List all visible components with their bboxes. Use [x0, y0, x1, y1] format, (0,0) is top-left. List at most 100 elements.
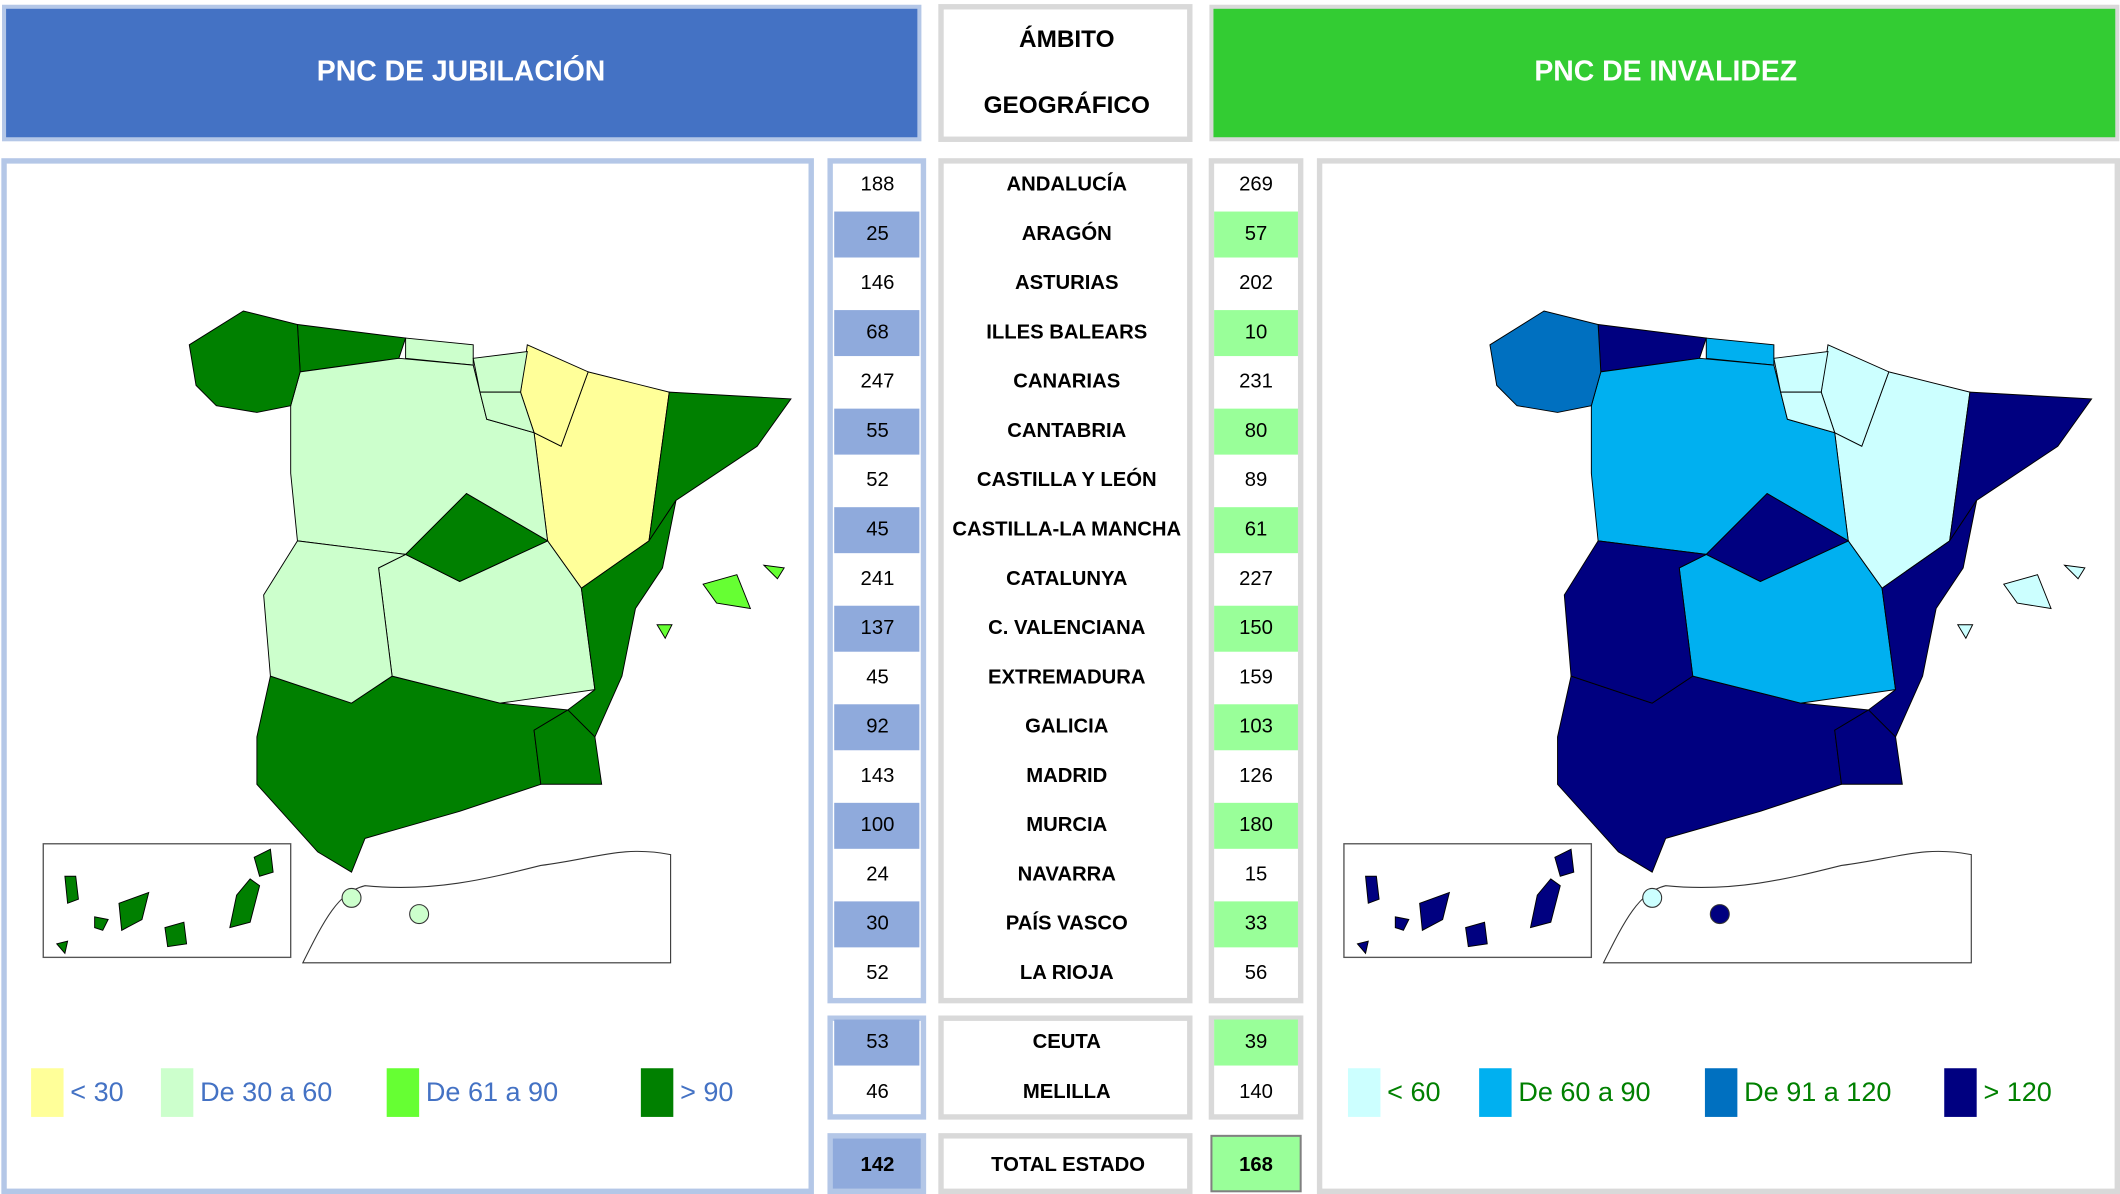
inv-value: 57 — [1245, 223, 1268, 245]
jub-value: 53 — [866, 1031, 889, 1053]
region-name: PAÍS VASCO — [1006, 912, 1128, 935]
name-column — [938, 158, 1193, 1004]
region-name: CATALUNYA — [1006, 568, 1128, 590]
region-name: CASTILLA-LA MANCHA — [952, 519, 1181, 541]
cell-fill — [834, 211, 920, 258]
inv-value: 56 — [1245, 962, 1268, 984]
region-shape — [263, 540, 408, 704]
total-name: TOTAL ESTADO — [991, 1154, 1145, 1176]
total-cell — [938, 1133, 1193, 1194]
jub-value: 30 — [866, 913, 889, 935]
total-value: 168 — [1239, 1154, 1273, 1176]
region-shape — [404, 492, 549, 582]
cell-fill — [834, 802, 920, 849]
inv-value: 10 — [1245, 321, 1268, 343]
region-shape — [1834, 709, 1903, 785]
right-title: PNC DE INVALIDEZ — [1534, 56, 1797, 88]
jub-value: 92 — [866, 716, 889, 738]
cell-fill — [1214, 507, 1298, 554]
region-shape — [229, 878, 261, 929]
jub-value: 45 — [866, 666, 889, 688]
region-shape — [409, 904, 430, 925]
region-shape — [164, 921, 188, 948]
legend-swatch — [640, 1068, 674, 1117]
region-shape — [2063, 564, 2086, 580]
inv-value: 126 — [1239, 765, 1273, 787]
region-shape — [1773, 351, 1829, 393]
region-shape — [1956, 624, 1974, 640]
middle-header — [938, 4, 1193, 142]
region-shape — [1465, 921, 1488, 948]
region-name: CANARIAS — [1013, 371, 1120, 393]
region-shape — [1705, 492, 1850, 582]
cell-fill — [1214, 704, 1298, 751]
total-value: 142 — [861, 1154, 895, 1176]
region-name: MADRID — [1026, 765, 1107, 787]
total-cell — [1210, 1134, 1302, 1193]
region-shape — [1709, 904, 1730, 925]
middle-title: GEOGRÁFICO — [984, 91, 1150, 119]
region-shape — [253, 848, 274, 877]
region-shape — [702, 574, 752, 610]
cell-fill — [1214, 1019, 1298, 1066]
region-shape — [1867, 500, 1978, 738]
cell-fill — [834, 1019, 920, 1066]
inv-value: 180 — [1239, 814, 1273, 836]
inv-value: 61 — [1245, 519, 1268, 541]
legend-label: > 90 — [680, 1077, 733, 1107]
jub-value: 143 — [861, 765, 895, 787]
cell-fill — [1214, 605, 1298, 652]
jub-value: 24 — [866, 863, 889, 885]
region-name: NAVARRA — [1018, 863, 1117, 885]
legend-label: De 60 a 90 — [1518, 1077, 1650, 1107]
region-shape — [341, 887, 362, 908]
middle-title: ÁMBITO — [1019, 25, 1115, 53]
legend-label: De 91 a 120 — [1744, 1077, 1891, 1107]
region-name: MURCIA — [1026, 814, 1107, 836]
region-shape — [2002, 574, 2052, 610]
legend-label: < 30 — [70, 1077, 123, 1107]
inv-value: 33 — [1245, 913, 1268, 935]
jub-value: 55 — [866, 420, 889, 442]
region-shape — [1365, 875, 1380, 904]
legend-swatch — [31, 1068, 64, 1117]
legend-swatch — [1479, 1068, 1512, 1117]
region-name: EXTREMADURA — [988, 666, 1146, 688]
region-shape — [533, 709, 603, 785]
region-shape — [1419, 891, 1451, 932]
map — [1343, 310, 2093, 964]
jub-value: 45 — [866, 519, 889, 541]
jub-value: 247 — [861, 371, 895, 393]
region-name: CANTABRIA — [1007, 420, 1126, 442]
africa-outline — [1602, 850, 1972, 964]
jub-value: 46 — [866, 1081, 889, 1103]
jub-value: 100 — [861, 814, 895, 836]
region-shape — [1642, 887, 1663, 908]
region-shape — [1529, 878, 1561, 929]
cell-fill — [834, 408, 920, 455]
region-shape — [1554, 848, 1575, 877]
region-shape — [648, 391, 792, 542]
jub-value: 25 — [866, 223, 889, 245]
jub-column — [827, 158, 927, 1004]
region-name: ILLES BALEARS — [986, 321, 1147, 343]
inv-value: 140 — [1239, 1081, 1273, 1103]
region-shape — [1394, 916, 1410, 931]
legend-swatch — [160, 1068, 194, 1117]
region-shape — [1949, 391, 2093, 542]
legend-swatch — [386, 1068, 420, 1117]
inv-value: 159 — [1239, 666, 1273, 688]
region-shape — [656, 624, 673, 640]
africa-outline — [301, 850, 672, 964]
jub-value: 68 — [866, 321, 889, 343]
inv-value: 89 — [1245, 469, 1268, 491]
region-shape — [64, 875, 79, 904]
inv-value: 15 — [1245, 863, 1268, 885]
region-shape — [118, 891, 150, 932]
region-name: LA RIOJA — [1020, 962, 1114, 984]
jub-value: 241 — [861, 568, 895, 590]
region-name: CASTILLA Y LEÓN — [977, 467, 1157, 491]
cell-fill — [834, 605, 920, 652]
